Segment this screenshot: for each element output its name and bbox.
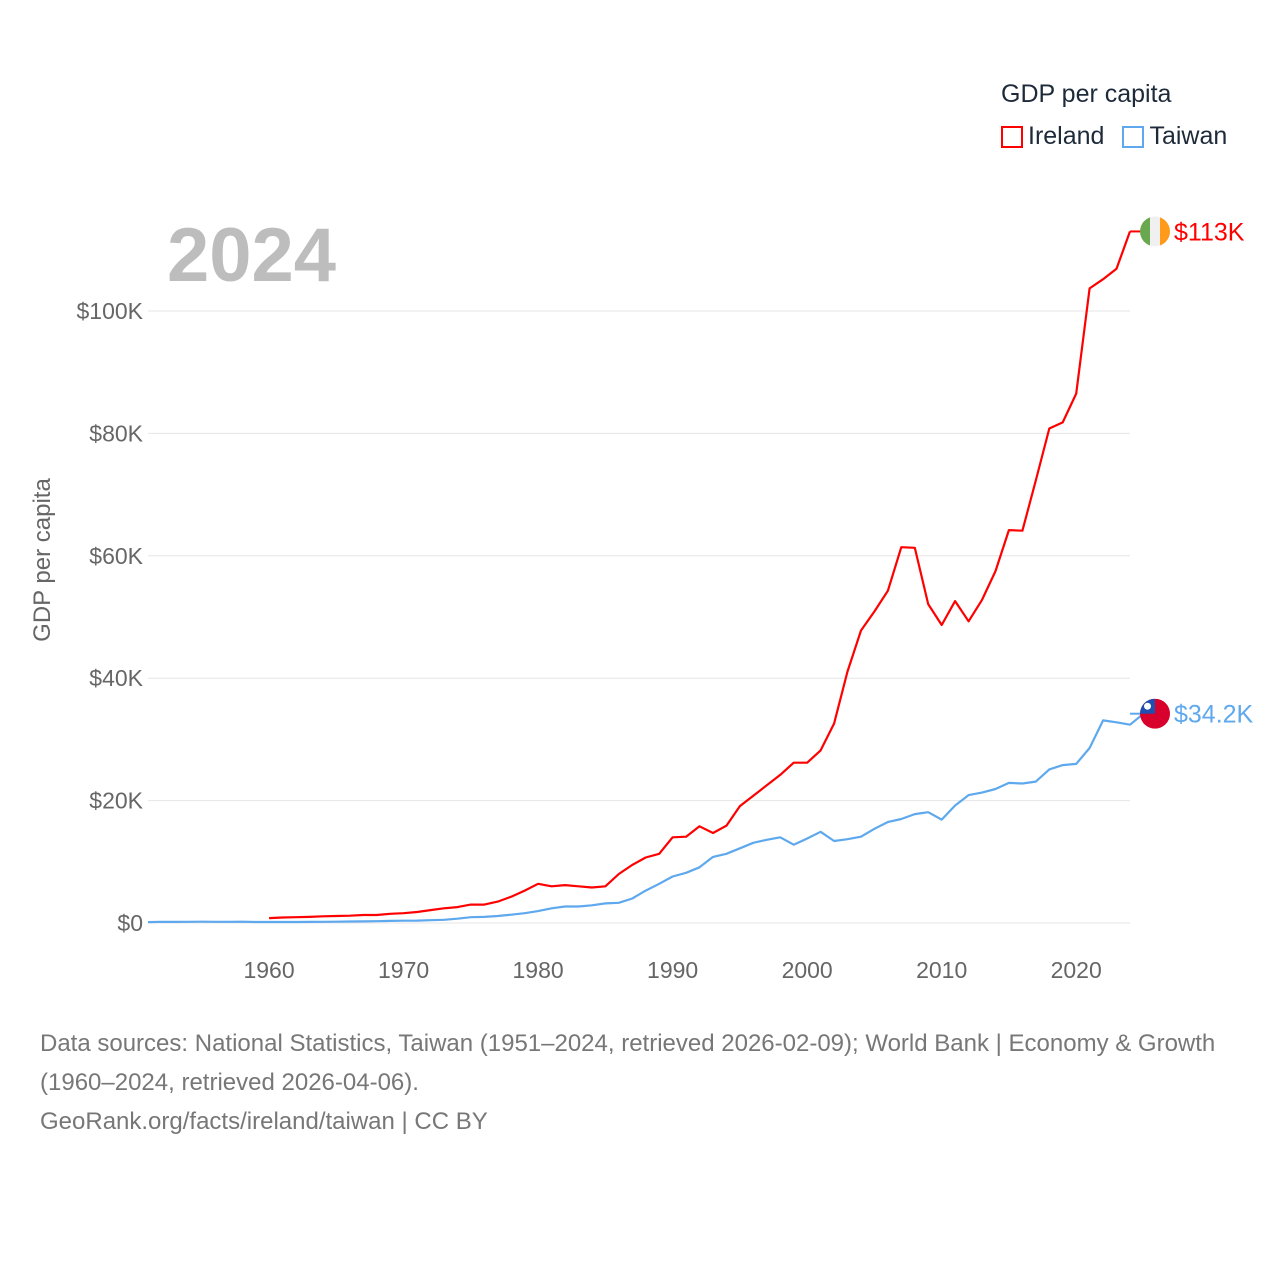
year-display: 2024	[167, 213, 337, 298]
x-tick-label: 2010	[916, 957, 967, 983]
y-tick-label: $40K	[89, 665, 143, 691]
credit-link[interactable]: GeoRank.org/facts/ireland/taiwan | CC BY	[40, 1108, 488, 1135]
y-tick-label: $80K	[89, 420, 143, 446]
legend-title: GDP per capita	[1001, 80, 1172, 108]
legend-label: Ireland	[1028, 122, 1105, 150]
x-tick-label: 1970	[378, 957, 429, 983]
y-tick-label: $60K	[89, 543, 143, 569]
x-tick-label: 1980	[513, 957, 564, 983]
x-tick-label: 2020	[1051, 957, 1102, 983]
x-tick-label: 1960	[243, 957, 294, 983]
y-tick-label: $0	[117, 910, 143, 936]
legend-item-taiwan[interactable]: Taiwan	[1122, 122, 1227, 151]
legend-label: Taiwan	[1149, 122, 1228, 150]
x-tick-label: 2000	[782, 957, 833, 983]
legend-item-ireland[interactable]: Ireland	[1001, 122, 1104, 151]
footer: Data sources: National Statistics, Taiwa…	[40, 1024, 1240, 1141]
y-tick-label: $20K	[89, 788, 143, 814]
taiwan-flag-icon	[1140, 698, 1170, 729]
y-tick-label: $100K	[76, 298, 143, 324]
series-line-taiwan	[147, 712, 1145, 924]
legend: Ireland Taiwan	[1001, 122, 1227, 151]
series-line-ireland	[269, 231, 1132, 920]
end-value-label: $113K	[1174, 218, 1245, 246]
x-tick-label: 1990	[647, 957, 698, 983]
y-axis-label: GDP per capita	[29, 478, 56, 642]
end-value-label: $34.2K	[1174, 701, 1254, 729]
ireland-flag-icon	[1140, 216, 1170, 247]
legend-swatch-taiwan	[1122, 125, 1145, 148]
data-sources: Data sources: National Statistics, Taiwa…	[40, 1030, 1216, 1096]
legend-swatch-ireland	[1001, 125, 1023, 148]
